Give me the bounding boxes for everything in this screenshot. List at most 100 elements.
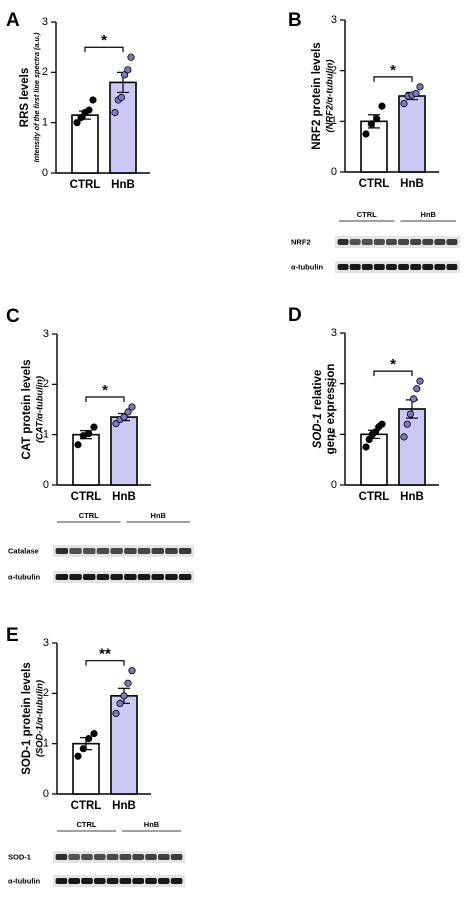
bar-hnb [398, 95, 426, 173]
significance-bracket [373, 370, 413, 377]
blot-band [94, 878, 106, 884]
blot-band [151, 548, 164, 554]
data-point [365, 435, 373, 443]
panel-letter: D [288, 305, 302, 326]
significance-bracket [373, 76, 413, 82]
western-blot: CTRL HnB SOD-1 α-tubulin [8, 820, 185, 887]
data-point [412, 89, 420, 98]
panel-letter: B [288, 10, 302, 31]
blot-band [337, 239, 349, 245]
blot-band [96, 548, 110, 554]
blot-band [132, 854, 144, 860]
y-tick-label: 1 [42, 117, 48, 129]
data-point [74, 441, 82, 449]
y-tick-label: 3 [331, 14, 337, 26]
data-point [128, 667, 136, 675]
blot-band [55, 878, 68, 884]
bar-hnb [110, 416, 138, 486]
blot-band [83, 574, 96, 580]
blot-band [106, 854, 119, 860]
panel-a: A 0 1 2 3 RRS levels Intensity of the first li… [6, 10, 150, 191]
y-tick-label: 2 [331, 378, 337, 390]
bar-ctrl [360, 433, 388, 486]
blot-group-label: HnB [151, 511, 167, 520]
blot-band [69, 574, 82, 580]
y-axis-label: NRF2 protein levels [311, 42, 323, 149]
blot-group-label: HnB [144, 820, 160, 829]
blot-band [137, 548, 151, 554]
y-tick-label: 2 [43, 378, 49, 390]
y-axis-label: CAT protein levels [21, 359, 33, 459]
y-tick-label: 3 [331, 327, 337, 339]
blot-band [55, 574, 69, 580]
blot-band [386, 264, 397, 270]
data-point [117, 93, 126, 102]
data-point [112, 709, 120, 718]
data-point [403, 420, 411, 428]
y-tick-label: 0 [331, 479, 337, 491]
data-point [378, 102, 386, 110]
blot-band [119, 878, 132, 884]
blot-band [422, 239, 434, 245]
blot-group-label: CTRL [77, 820, 97, 829]
data-point [362, 443, 370, 451]
bar-ctrl [72, 742, 100, 795]
y-tick-label: 1 [331, 115, 337, 127]
panel-d: D 0 1 2 3 SOD-1 relative gene expression CTRL Hn… [288, 305, 439, 503]
y-tick-label: 0 [42, 167, 48, 179]
blot-group-label: CTRL [357, 210, 377, 219]
data-point [406, 410, 414, 418]
y-tick-label: 3 [43, 637, 49, 649]
blot-band [124, 574, 137, 580]
panel-letter: A [6, 10, 20, 31]
data-point [367, 120, 375, 128]
blot-band [349, 239, 361, 245]
blot-band [119, 854, 132, 860]
x-category-label: CTRL [71, 800, 102, 812]
blot-band [410, 239, 422, 245]
bar-hnb [398, 408, 426, 486]
data-point [371, 428, 380, 436]
blot-band [124, 548, 137, 554]
data-point [416, 377, 424, 385]
blot-band [373, 239, 385, 245]
blot-band [110, 548, 123, 554]
data-point [120, 692, 128, 700]
data-point [124, 679, 132, 687]
blot-band [106, 878, 119, 884]
x-category-label: HnB [400, 491, 424, 503]
blot-band [337, 264, 349, 270]
blot-row-label: NRF2 [291, 238, 311, 247]
significance-label: * [390, 62, 396, 79]
x-category-label: CTRL [359, 178, 390, 190]
blot-band [170, 878, 183, 884]
significance-bracket [85, 396, 125, 402]
x-category-label: HnB [111, 179, 135, 191]
data-point [85, 735, 93, 743]
blot-band [434, 264, 446, 270]
blot-band [81, 854, 93, 860]
y-axis-label-rest: relative [312, 370, 324, 413]
x-category-label: CTRL [70, 179, 101, 191]
data-point [124, 66, 132, 74]
data-point [362, 130, 370, 138]
panel-letter: C [6, 306, 20, 327]
blot-band [410, 264, 422, 270]
blot-band [165, 574, 178, 580]
blot-band [132, 878, 144, 884]
blot-band [158, 854, 170, 860]
data-point [400, 100, 408, 108]
y-axis-sublabel: (NRF2/α-tubulin) [324, 60, 334, 133]
data-point [90, 729, 98, 738]
blot-band [361, 239, 373, 245]
blot-group-label: CTRL [79, 511, 99, 520]
data-point [85, 430, 93, 438]
data-point [409, 395, 418, 403]
y-tick-label: 0 [43, 788, 49, 800]
significance-label: * [390, 356, 396, 373]
data-point [116, 699, 124, 708]
blot-band [373, 264, 385, 270]
blot-band [94, 854, 106, 860]
data-point [400, 433, 408, 441]
